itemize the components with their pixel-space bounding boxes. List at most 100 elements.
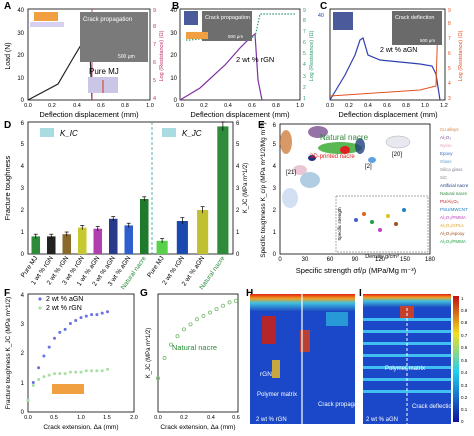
panel-c-ymax-tick: 40 bbox=[318, 13, 324, 19]
tick-label: 3 bbox=[236, 186, 240, 192]
tick-label: 0.8 bbox=[461, 320, 468, 325]
panel-e-frame bbox=[279, 123, 431, 255]
tick-label: 30 bbox=[302, 257, 309, 263]
point-agn bbox=[100, 311, 104, 315]
panel-b-yticks: 0 10 20 30 40 bbox=[170, 8, 177, 104]
panel-b-y2ticks: 1 2 3 4 5 6 7 8 9 bbox=[303, 8, 306, 102]
tick-label: 5 bbox=[153, 78, 156, 84]
legend-item: Al₂O₃ bbox=[440, 135, 451, 140]
point-nacre bbox=[175, 334, 180, 339]
tick-label: 1.0 bbox=[77, 415, 85, 421]
legend-item: Cu alloys bbox=[440, 127, 459, 132]
point-agn bbox=[68, 322, 72, 325]
tick-label: 5 bbox=[273, 142, 277, 148]
tick-label: 6 bbox=[153, 60, 156, 66]
panel-b-y2label: Log (Resistance) (Ω) bbox=[309, 30, 315, 81]
panel-f-points bbox=[26, 310, 109, 402]
panel-b-specimen-icon bbox=[186, 32, 208, 39]
panel-f-legend-agn-marker bbox=[38, 297, 42, 301]
tick-label: 8 bbox=[153, 24, 156, 30]
point-rgn bbox=[63, 372, 67, 376]
region-ref-21 bbox=[308, 155, 316, 161]
tick-label: 8 bbox=[303, 18, 306, 24]
panel-h-hotspot bbox=[262, 316, 276, 344]
panel-b-inset-scale: 500 μm bbox=[228, 34, 243, 39]
panel-d-y2label: K_JC (MPa m^1/2) bbox=[243, 163, 249, 214]
tick-label: 5 bbox=[448, 66, 451, 72]
point-rgn bbox=[84, 369, 88, 373]
panel-letter-a: A bbox=[4, 1, 11, 12]
tick-label: 6 bbox=[273, 123, 277, 129]
tick-label: 0.0 bbox=[154, 415, 162, 421]
panel-a-xticks: 0.0 0.2 0.4 0.6 0.8 1.0 bbox=[24, 103, 154, 109]
legend-item: PSU/MWCNT bbox=[440, 207, 468, 212]
tick-label: 20 bbox=[17, 53, 24, 59]
point-agn bbox=[42, 354, 46, 358]
tick-label: 0 bbox=[236, 252, 240, 258]
panel-h-label-sample: 2 wt % rGN bbox=[256, 417, 287, 423]
point-rgn bbox=[106, 367, 109, 371]
panel-b-inset-caption: Crack propagation bbox=[205, 15, 250, 21]
panel-b-inset-image bbox=[202, 11, 252, 41]
panel-a-y2ticks: 4 5 6 7 8 9 bbox=[153, 8, 156, 102]
panel-i-colorbar-ticks: 1 0.9 0.8 0.7 0.6 0.5 0.4 0.3 0.2 0.1 0 bbox=[461, 296, 468, 424]
region-3d-printed-nacre bbox=[340, 146, 350, 154]
panel-f-legend-rgn-marker bbox=[38, 306, 42, 310]
panel-d-ylabel: Fracture toughness bbox=[3, 155, 12, 220]
point-rgn bbox=[100, 369, 104, 373]
tick-label: 0.8 bbox=[121, 103, 129, 109]
tick-label: 0.6 bbox=[248, 103, 256, 109]
panel-b-load-curve bbox=[179, 32, 263, 101]
tick-label: 1 bbox=[273, 230, 277, 236]
panel-a-xlabel: Deflection displacement (mm) bbox=[39, 110, 139, 119]
tick-label: 0.2 bbox=[345, 103, 353, 109]
region-glass bbox=[300, 172, 320, 188]
tick-label: 1.0 bbox=[146, 103, 154, 109]
panel-f-xticks: 0.0 0.5 1.0 1.5 2.0 bbox=[24, 415, 138, 421]
tick-label: 180 bbox=[425, 257, 436, 263]
tick-label: 0.6 bbox=[383, 103, 391, 109]
panel-g-xticks: 0.0 0.2 0.4 0.6 bbox=[154, 415, 240, 421]
panel-letter-d: D bbox=[4, 120, 11, 131]
tick-label: 3 bbox=[273, 186, 277, 192]
panel-i: Polymer matrix Crack deflection 2 wt % a… bbox=[363, 294, 468, 424]
panel-e-label-ref20: [20] bbox=[392, 152, 402, 158]
tick-label: 3 bbox=[21, 186, 25, 192]
tick-label: 0.2 bbox=[200, 103, 208, 109]
panel-h-region bbox=[326, 312, 348, 326]
point-nacre bbox=[220, 303, 225, 308]
tick-label: 6 bbox=[21, 121, 25, 127]
tick-label: 1 bbox=[303, 96, 306, 102]
point-rgn bbox=[26, 398, 30, 402]
tick-label: 90 bbox=[352, 257, 359, 263]
panel-c-y2ticks: 3 4 5 6 7 8 9 bbox=[448, 8, 451, 102]
tick-label: 1 bbox=[461, 296, 464, 301]
panel-i-label-crack: Crack deflection bbox=[412, 404, 455, 410]
legend-item: Glass bbox=[440, 159, 452, 164]
panel-i-label-matrix: Polymer matrix bbox=[385, 366, 425, 372]
legend-item: Al₂O₃/epoxy bbox=[440, 231, 465, 236]
tick-label: 0.0 bbox=[326, 103, 334, 109]
point-rgn bbox=[53, 372, 56, 376]
tick-label: 0.2 bbox=[461, 395, 468, 400]
tick-label: 1.5 bbox=[103, 415, 111, 421]
tick-label: 60 bbox=[327, 257, 334, 263]
panel-c: 40 Crack deflection 500 μm 2 wt % aGN 0.… bbox=[318, 8, 464, 119]
tick-label: 9 bbox=[303, 8, 306, 14]
point-nacre bbox=[201, 313, 206, 318]
region-al2o3 bbox=[308, 126, 328, 138]
point-nacre bbox=[227, 300, 232, 305]
tick-label: 7 bbox=[448, 36, 451, 42]
panel-d-y2ticks: 0 1 2 3 4 5 6 bbox=[236, 121, 240, 258]
panel-c-inset-scale: 500 μm bbox=[420, 38, 435, 43]
tick-label: 1 bbox=[236, 230, 240, 236]
tick-label: 0.4 bbox=[461, 370, 468, 375]
tick-label: 0.0 bbox=[176, 103, 184, 109]
tick-label: 1.2 bbox=[440, 103, 448, 109]
panel-g: Natural nacre 0.0 0.2 0.4 0.6 K_JC (MPa … bbox=[146, 293, 240, 431]
panel-e-inset-xlabel: Density g/cm³ bbox=[365, 254, 399, 260]
panel-d-bars bbox=[31, 121, 229, 254]
tick-label: 1.0 bbox=[421, 103, 429, 109]
panel-c-label: 2 wt % aGN bbox=[380, 47, 417, 54]
tick-label: 0.4 bbox=[224, 103, 232, 109]
